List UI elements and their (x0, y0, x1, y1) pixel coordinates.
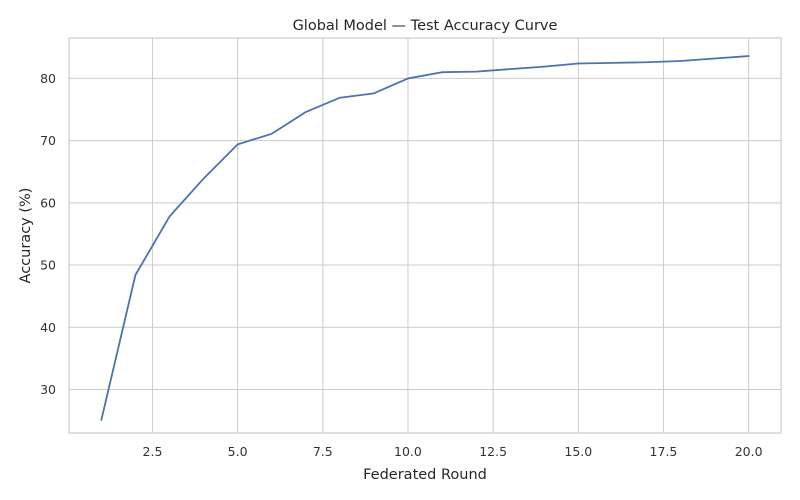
y-tick-labels: 30 40 50 60 70 80 (40, 71, 56, 397)
series-layer (100, 55, 750, 421)
y-axis-label: Accuracy (%) (18, 188, 34, 284)
x-tick-label: 17.5 (650, 444, 678, 459)
x-tick-label: 15.0 (564, 444, 592, 459)
chart-title: Global Model — Test Accuracy Curve (293, 18, 558, 34)
y-tick-label: 70 (40, 133, 56, 148)
x-tick-label: 12.5 (479, 444, 507, 459)
x-tick-label: 20.0 (735, 444, 763, 459)
y-tick-label: 30 (40, 382, 56, 397)
y-gridlines (69, 77, 781, 390)
x-tick-label: 2.5 (143, 444, 163, 459)
x-tick-label: 5.0 (228, 444, 248, 459)
x-axis-label: Federated Round (363, 467, 487, 483)
x-tick-label: 10.0 (394, 444, 422, 459)
plot-frame (68, 37, 782, 434)
y-tick-label: 50 (40, 258, 56, 273)
series-line (100, 55, 750, 421)
x-tick-label: 7.5 (313, 444, 333, 459)
y-tick-label: 60 (40, 195, 56, 210)
x-gridlines (151, 38, 750, 433)
y-tick-label: 80 (40, 71, 56, 86)
y-tick-label: 40 (40, 320, 56, 335)
x-tick-labels: 2.5 5.0 7.5 10.0 12.5 15.0 17.5 20.0 (143, 444, 763, 459)
